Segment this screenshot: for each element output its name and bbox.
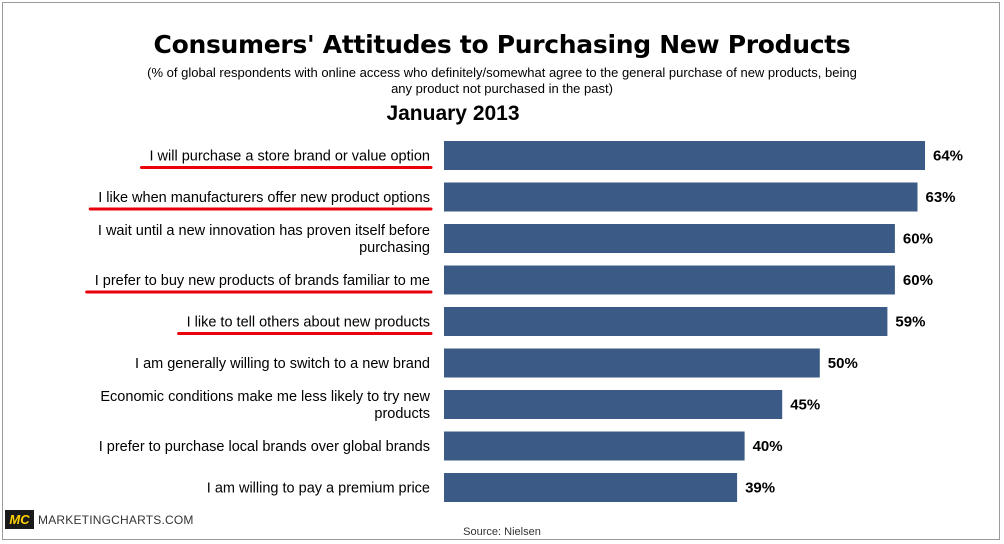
source-note: Source: Nielsen <box>463 526 541 538</box>
value-label: 60% <box>903 231 933 248</box>
chart-title: Consumers' Attitudes to Purchasing New P… <box>153 30 851 59</box>
bar <box>444 307 888 336</box>
bar <box>444 431 745 461</box>
chart-subtitle: (% of global respondents with online acc… <box>0 65 1004 97</box>
site-name: MARKETINGCHARTS.COM <box>38 513 194 527</box>
marketingcharts-logo: MC <box>5 510 34 529</box>
value-label: 45% <box>790 397 820 414</box>
subtitle-line-1: (% of global respondents with online acc… <box>147 65 857 80</box>
category-label: I am willing to pay a premium price <box>207 481 430 497</box>
category-label: Economic conditions make me less likely … <box>100 389 430 422</box>
value-label: 50% <box>828 355 858 372</box>
bar <box>444 224 895 253</box>
bar <box>444 265 895 295</box>
category-label: I like to tell others about new products <box>187 315 430 331</box>
value-label: 60% <box>903 272 933 289</box>
bar <box>444 473 738 502</box>
category-label: I like when manufacturers offer new prod… <box>98 190 430 206</box>
subtitle-line-2: any product not purchased in the past) <box>391 81 613 96</box>
bar <box>444 348 820 378</box>
value-label: 40% <box>753 438 783 455</box>
chart-period: January 2013 <box>386 102 520 125</box>
category-label: I wait until a new innovation has proven… <box>98 223 430 256</box>
bar <box>444 182 918 212</box>
bar <box>444 390 783 419</box>
bar <box>444 141 925 170</box>
category-label: I will purchase a store brand or value o… <box>150 149 431 165</box>
value-label: 63% <box>926 189 956 206</box>
value-label: 59% <box>895 314 925 331</box>
category-label: I prefer to purchase local brands over g… <box>99 439 430 455</box>
value-label: 39% <box>745 480 775 497</box>
category-label: I prefer to buy new products of brands f… <box>95 273 430 289</box>
category-label: I am generally willing to switch to a ne… <box>135 356 430 372</box>
value-label: 64% <box>933 148 963 165</box>
